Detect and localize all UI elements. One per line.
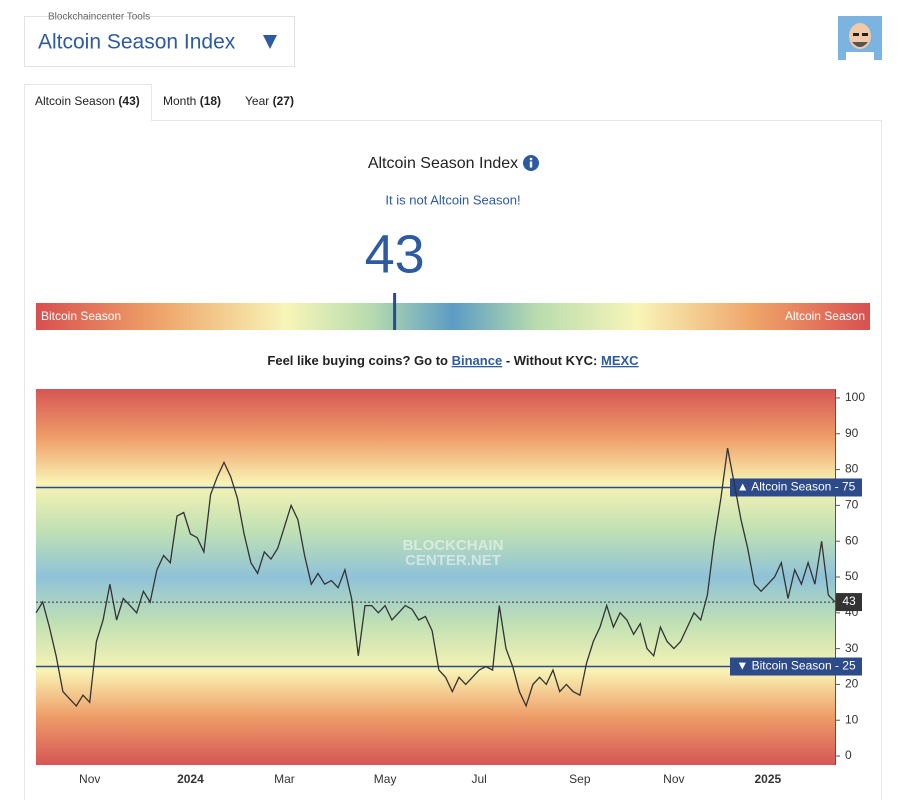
tab-count: (27): [273, 94, 294, 108]
gauge-value: 43: [365, 224, 425, 284]
active-tab[interactable]: [24, 84, 152, 121]
tab-label: Altcoin Season: [35, 94, 115, 108]
tab[interactable]: Year (27): [245, 94, 294, 108]
y-tick-label: 80: [845, 462, 859, 476]
tab-count: (43): [118, 94, 139, 108]
info-icon[interactable]: [523, 155, 539, 171]
x-tick-label: Nov: [663, 772, 684, 786]
y-tick-label: 0: [845, 748, 852, 762]
gauge-bar: [36, 303, 870, 330]
tools-label: Blockchaincenter Tools: [48, 12, 150, 23]
x-tick-label: May: [374, 772, 397, 786]
y-tick-label: 70: [845, 498, 859, 512]
x-tick-label: Sep: [569, 772, 591, 786]
reference-label-box: [730, 657, 862, 676]
avatar[interactable]: [838, 16, 882, 60]
gauge-marker: [393, 293, 397, 330]
y-tick-label: 20: [845, 677, 859, 691]
gauge-right-label: Altcoin Season: [785, 309, 865, 323]
header-box[interactable]: [24, 16, 295, 67]
x-tick-label: Mar: [274, 772, 295, 786]
gauge-title: Altcoin Season Index: [368, 155, 518, 172]
active-tab-cover: [25, 118, 151, 122]
y-tick-label: 30: [845, 641, 859, 655]
watermark: CENTER.NET: [405, 552, 501, 569]
current-label: 43: [842, 594, 856, 608]
gauge-left-label: Bitcoin Season: [41, 309, 121, 323]
series-line: [35, 447, 836, 708]
tab-label: Year: [245, 94, 269, 108]
x-tick-label: 2025: [755, 772, 782, 786]
tab[interactable]: Month (18): [163, 94, 221, 108]
reference-label: ▲ Altcoin Season - 75: [737, 480, 856, 494]
dropdown-arrow[interactable]: [263, 35, 277, 49]
y-tick-label: 90: [845, 426, 859, 440]
watermark: BLOCKCHAIN: [403, 537, 504, 554]
x-tick-label: Jul: [471, 772, 486, 786]
gauge-status: It is not Altcoin Season!: [385, 192, 520, 207]
reference-label-box: [730, 478, 862, 497]
chart-background: [36, 389, 835, 765]
tab[interactable]: Altcoin Season (43): [35, 94, 140, 108]
y-tick-label: 100: [845, 390, 865, 404]
x-tick-label: 2024: [177, 772, 204, 786]
x-tick-label: Nov: [79, 772, 100, 786]
promo: Feel like buying coins? Go to Binance - …: [267, 353, 639, 368]
tab-label: Month: [163, 94, 196, 108]
y-tick-label: 60: [845, 533, 859, 547]
tab-count: (18): [200, 94, 221, 108]
header-title[interactable]: Altcoin Season Index: [38, 31, 236, 54]
promo-link[interactable]: MEXC: [601, 353, 639, 368]
promo-text: - Without KYC:: [506, 353, 598, 368]
y-tick-label: 50: [845, 569, 859, 583]
current-label-box: [836, 593, 862, 612]
promo-text: Feel like buying coins? Go to: [267, 353, 448, 368]
reference-label: ▼ Bitcoin Season - 25: [736, 659, 856, 673]
y-tick-label: 10: [845, 712, 859, 726]
promo-link[interactable]: Binance: [452, 353, 503, 368]
